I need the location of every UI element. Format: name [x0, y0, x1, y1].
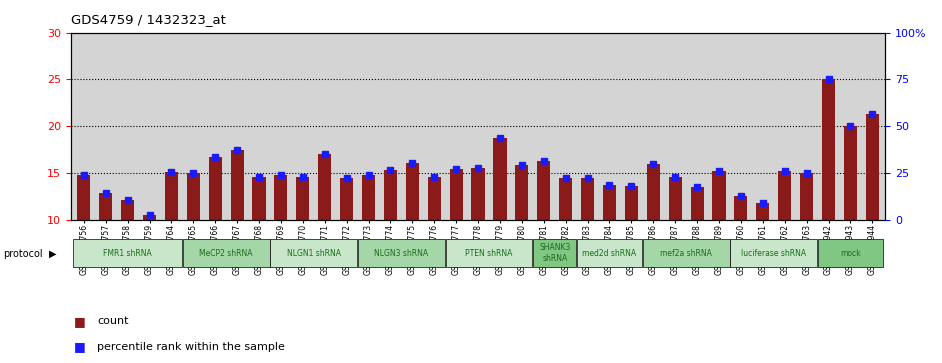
Text: PTEN shRNA: PTEN shRNA	[465, 249, 512, 258]
Text: count: count	[97, 316, 128, 326]
Bar	[274, 175, 287, 220]
Text: NLGN1 shRNA: NLGN1 shRNA	[286, 249, 341, 258]
Bar	[494, 138, 507, 220]
Text: ▶: ▶	[49, 249, 57, 259]
Bar	[449, 169, 463, 220]
Bar	[560, 178, 572, 220]
Bar	[406, 163, 419, 220]
Bar	[818, 239, 883, 267]
Bar	[730, 239, 817, 267]
Bar	[844, 126, 857, 220]
Bar	[187, 173, 200, 220]
Text: SHANK3
shRNA: SHANK3 shRNA	[539, 244, 571, 263]
Bar	[340, 178, 353, 220]
Text: percentile rank within the sample: percentile rank within the sample	[97, 342, 284, 352]
Bar	[99, 193, 112, 220]
Text: NLGN3 shRNA: NLGN3 shRNA	[374, 249, 429, 258]
Bar	[231, 150, 244, 220]
Bar	[297, 177, 309, 220]
Text: FMR1 shRNA: FMR1 shRNA	[104, 249, 152, 258]
Bar	[428, 177, 441, 220]
Text: ■: ■	[73, 315, 85, 328]
Bar	[252, 177, 266, 220]
Bar	[625, 186, 638, 220]
Bar	[208, 157, 221, 220]
Bar	[577, 239, 642, 267]
Bar	[533, 239, 577, 267]
Text: mock: mock	[840, 249, 861, 258]
Bar	[143, 215, 156, 220]
Bar	[669, 177, 682, 220]
Text: mef2a shRNA: mef2a shRNA	[660, 249, 712, 258]
Bar	[822, 79, 836, 220]
Bar	[121, 200, 134, 220]
Text: ■: ■	[73, 340, 85, 353]
Bar	[603, 185, 616, 220]
Text: protocol: protocol	[3, 249, 42, 259]
Bar	[800, 173, 813, 220]
Bar	[735, 196, 748, 220]
Bar	[712, 171, 725, 220]
Text: GDS4759 / 1432323_at: GDS4759 / 1432323_at	[71, 13, 225, 26]
Bar	[362, 175, 375, 220]
Bar	[77, 175, 90, 220]
Bar	[515, 166, 528, 220]
Bar	[165, 172, 178, 220]
Bar	[756, 203, 770, 220]
Bar	[384, 170, 397, 220]
Bar	[472, 168, 484, 220]
Bar	[537, 161, 550, 220]
Bar	[318, 154, 332, 220]
Bar	[358, 239, 445, 267]
Text: MeCP2 shRNA: MeCP2 shRNA	[200, 249, 252, 258]
Bar	[778, 171, 791, 220]
Text: luciferase shRNA: luciferase shRNA	[741, 249, 806, 258]
Text: med2d shRNA: med2d shRNA	[582, 249, 637, 258]
Bar	[690, 187, 704, 220]
Bar	[647, 164, 659, 220]
Bar	[866, 114, 879, 220]
Bar	[642, 239, 729, 267]
Bar	[73, 239, 182, 267]
Bar	[270, 239, 357, 267]
Bar	[581, 178, 594, 220]
Bar	[446, 239, 532, 267]
Bar	[183, 239, 269, 267]
